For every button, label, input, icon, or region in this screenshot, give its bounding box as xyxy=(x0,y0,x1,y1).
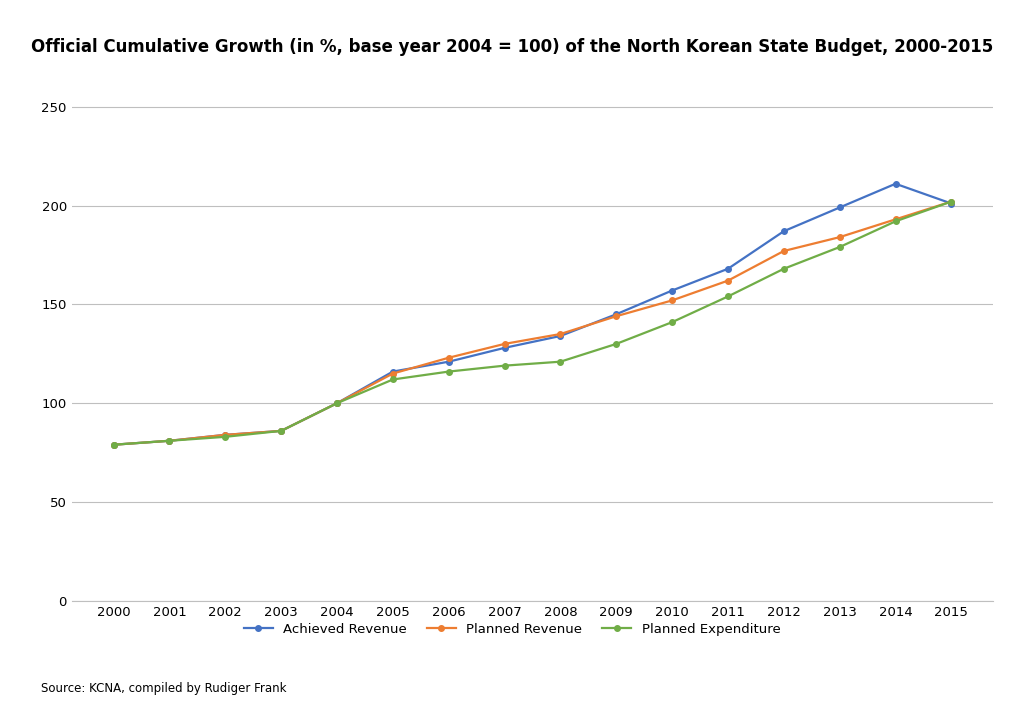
Planned Revenue xyxy=(834,233,846,242)
Planned Revenue xyxy=(890,215,902,224)
Achieved Revenue xyxy=(945,199,957,208)
Planned Revenue xyxy=(387,369,399,378)
Line: Planned Revenue: Planned Revenue xyxy=(111,199,954,447)
Planned Expenditure xyxy=(722,292,734,300)
Achieved Revenue xyxy=(108,440,120,449)
Planned Expenditure xyxy=(163,437,175,445)
Planned Expenditure xyxy=(890,217,902,226)
Planned Expenditure xyxy=(387,375,399,384)
Achieved Revenue xyxy=(722,264,734,273)
Planned Revenue xyxy=(945,197,957,206)
Planned Expenditure xyxy=(331,399,343,408)
Planned Expenditure xyxy=(219,432,231,441)
Planned Revenue xyxy=(666,296,678,305)
Planned Revenue xyxy=(610,312,623,321)
Planned Expenditure xyxy=(610,340,623,348)
Planned Revenue xyxy=(722,277,734,285)
Achieved Revenue xyxy=(331,399,343,408)
Achieved Revenue xyxy=(610,310,623,319)
Planned Revenue xyxy=(777,247,790,256)
Achieved Revenue xyxy=(163,437,175,445)
Achieved Revenue xyxy=(219,431,231,439)
Achieved Revenue xyxy=(442,358,455,366)
Planned Expenditure xyxy=(499,361,511,370)
Line: Achieved Revenue: Achieved Revenue xyxy=(111,181,954,447)
Text: Official Cumulative Growth (in %, base year 2004 = 100) of the North Korean Stat: Official Cumulative Growth (in %, base y… xyxy=(31,38,993,56)
Achieved Revenue xyxy=(387,367,399,376)
Planned Revenue xyxy=(554,329,566,338)
Planned Revenue xyxy=(275,426,288,435)
Planned Expenditure xyxy=(554,358,566,366)
Legend: Achieved Revenue, Planned Revenue, Planned Expenditure: Achieved Revenue, Planned Revenue, Plann… xyxy=(239,618,785,641)
Planned Expenditure xyxy=(442,367,455,376)
Planned Expenditure xyxy=(108,440,120,449)
Achieved Revenue xyxy=(554,332,566,340)
Achieved Revenue xyxy=(275,426,288,435)
Planned Revenue xyxy=(219,431,231,439)
Planned Expenditure xyxy=(777,264,790,273)
Achieved Revenue xyxy=(834,203,846,212)
Achieved Revenue xyxy=(499,343,511,352)
Planned Revenue xyxy=(442,353,455,362)
Line: Planned Expenditure: Planned Expenditure xyxy=(111,199,954,447)
Achieved Revenue xyxy=(666,286,678,295)
Planned Expenditure xyxy=(945,197,957,206)
Planned Revenue xyxy=(499,340,511,348)
Text: Source: KCNA, compiled by Rudiger Frank: Source: KCNA, compiled by Rudiger Frank xyxy=(41,682,287,695)
Planned Revenue xyxy=(108,440,120,449)
Planned Expenditure xyxy=(275,426,288,435)
Planned Expenditure xyxy=(666,318,678,327)
Planned Revenue xyxy=(331,399,343,408)
Achieved Revenue xyxy=(777,227,790,235)
Achieved Revenue xyxy=(890,180,902,188)
Planned Expenditure xyxy=(834,243,846,251)
Planned Revenue xyxy=(163,437,175,445)
